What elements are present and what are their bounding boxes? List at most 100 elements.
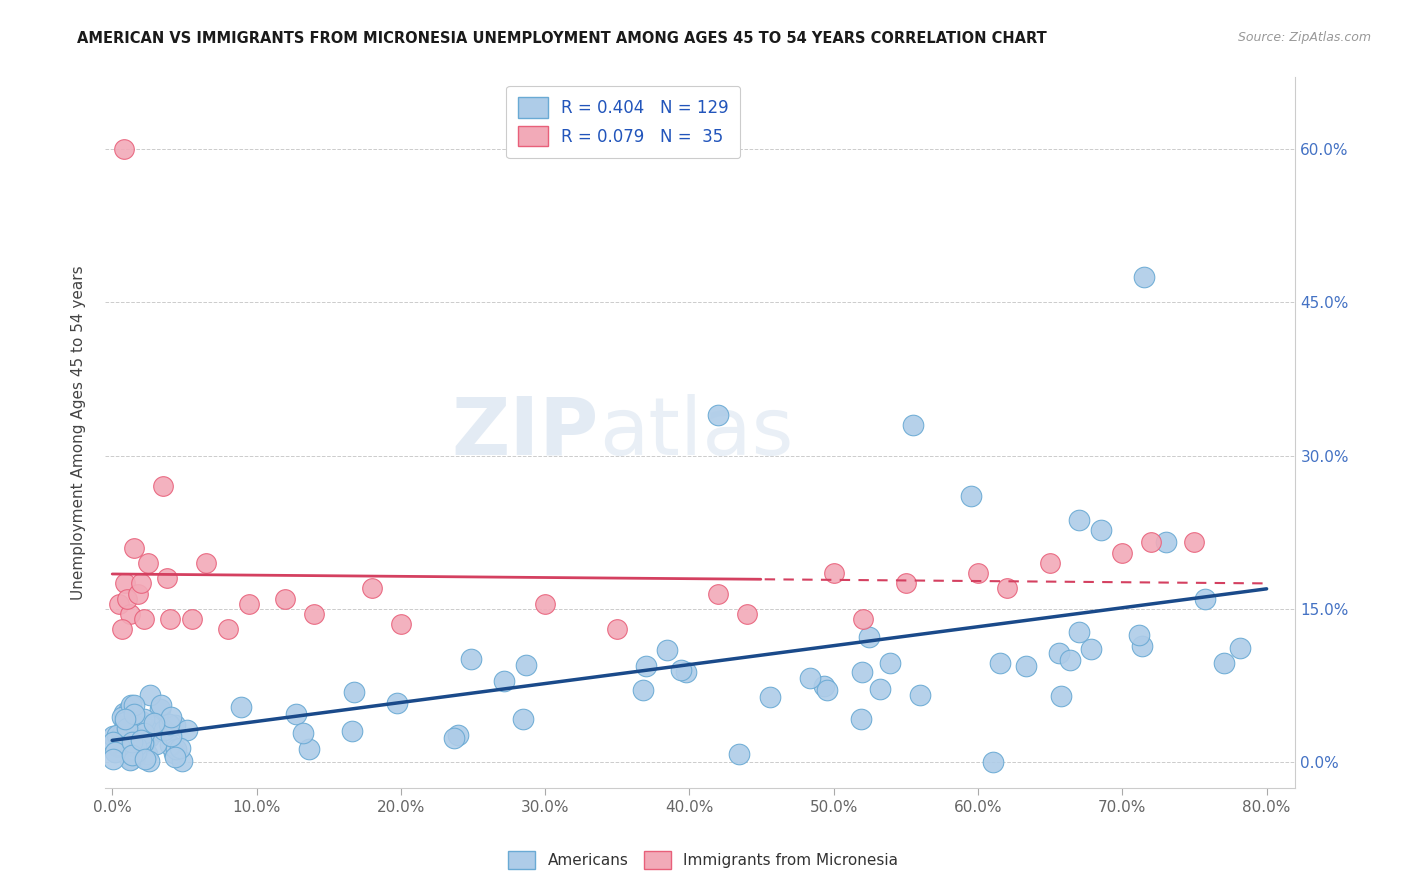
Point (707, 408, 730, 422)
Point (159, 709, 181, 723)
Point (910, 688, 932, 702)
Point (122, 541, 145, 555)
Point (879, 657, 901, 671)
Point (149, 701, 172, 715)
Point (292, 726, 315, 740)
Point (851, 665, 873, 680)
Point (129, 733, 152, 747)
Point (1067, 625, 1090, 640)
Point (117, 713, 139, 727)
Point (284, 706, 307, 721)
Point (1184, 535, 1206, 549)
Point (1229, 640, 1251, 655)
Point (153, 723, 176, 737)
Point (851, 612, 873, 626)
Text: ZIP: ZIP (451, 393, 599, 472)
Point (959, 490, 981, 504)
Point (136, 556, 159, 570)
Point (163, 717, 186, 731)
Point (108, 739, 131, 753)
Point (114, 712, 136, 726)
Point (735, 607, 758, 621)
Point (851, 712, 873, 726)
Point (118, 703, 141, 717)
Point (669, 663, 692, 677)
Point (1154, 535, 1177, 549)
Point (274, 591, 297, 606)
Point (129, 714, 152, 728)
Point (112, 731, 135, 745)
Point (869, 681, 891, 696)
Point (1111, 546, 1133, 560)
Point (145, 737, 167, 751)
Point (657, 642, 679, 657)
Point (342, 685, 364, 699)
Point (385, 696, 408, 710)
Point (361, 582, 384, 596)
Point (117, 721, 139, 735)
Point (112, 726, 135, 740)
Point (1050, 690, 1073, 704)
Point (143, 715, 166, 730)
Point (156, 571, 179, 585)
Point (111, 623, 134, 637)
Point (134, 736, 156, 750)
Point (121, 735, 143, 749)
Point (165, 741, 187, 756)
Point (120, 743, 142, 757)
Text: Source: ZipAtlas.com: Source: ZipAtlas.com (1237, 31, 1371, 45)
Point (132, 736, 155, 750)
Point (107, 731, 129, 745)
Point (122, 742, 145, 756)
Point (799, 671, 821, 685)
Point (995, 582, 1018, 596)
Text: AMERICAN VS IMMIGRANTS FROM MICRONESIA UNEMPLOYMENT AMONG AGES 45 TO 54 YEARS CO: AMERICAN VS IMMIGRANTS FROM MICRONESIA U… (77, 31, 1047, 46)
Point (157, 716, 180, 731)
Point (122, 707, 145, 722)
Point (1133, 269, 1156, 284)
Point (118, 738, 141, 752)
Point (1090, 523, 1112, 537)
Point (229, 700, 252, 714)
Point (1194, 591, 1216, 606)
Point (1047, 646, 1070, 660)
Point (238, 597, 260, 611)
Point (163, 750, 186, 764)
Point (121, 747, 143, 761)
Point (176, 723, 198, 737)
Point (636, 658, 658, 673)
Point (121, 731, 143, 745)
Point (149, 698, 172, 712)
Point (858, 630, 880, 644)
Point (129, 739, 152, 754)
Text: atlas: atlas (599, 393, 793, 472)
Point (141, 717, 163, 731)
Point (1140, 535, 1163, 549)
Point (342, 723, 364, 738)
Point (1059, 652, 1081, 666)
Point (217, 623, 239, 637)
Point (118, 723, 141, 737)
Point (139, 718, 162, 732)
Point (631, 683, 654, 698)
Point (136, 747, 159, 761)
Point (492, 674, 515, 689)
Legend: R = 0.404   N = 129, R = 0.079   N =  35: R = 0.404 N = 129, R = 0.079 N = 35 (506, 86, 741, 158)
Point (150, 724, 173, 739)
Point (967, 566, 990, 581)
Point (120, 752, 142, 766)
Point (606, 623, 628, 637)
Point (122, 698, 145, 712)
Point (124, 717, 146, 731)
Point (901, 417, 924, 432)
Point (195, 556, 218, 570)
Point (815, 683, 838, 698)
Point (101, 729, 124, 743)
Point (139, 688, 162, 702)
Point (159, 730, 181, 744)
Point (125, 727, 148, 741)
Point (1039, 556, 1062, 570)
Point (515, 657, 537, 672)
Point (298, 741, 321, 756)
Point (138, 754, 160, 768)
